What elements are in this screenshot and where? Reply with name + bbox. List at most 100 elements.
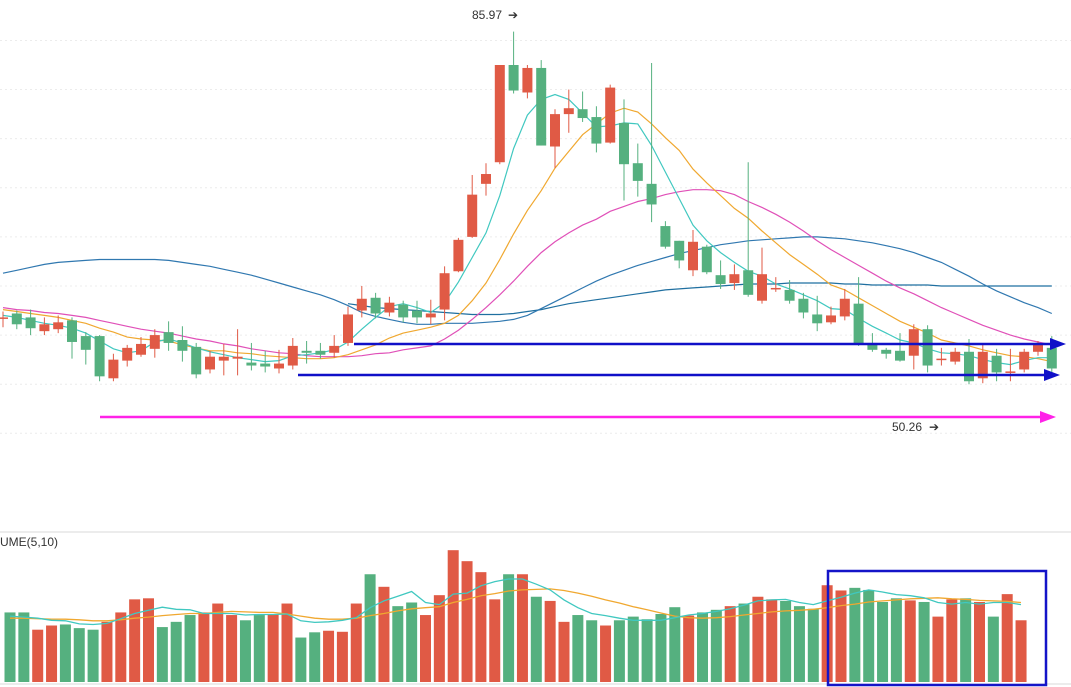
candle	[826, 306, 836, 325]
candle	[398, 300, 409, 323]
candle-body	[39, 324, 50, 332]
candle	[356, 285, 367, 318]
candle-body	[757, 274, 767, 301]
high-price-arrow: ➔	[508, 8, 518, 22]
candle-body	[370, 297, 381, 314]
volume-indicator-label: UME(5,10)	[0, 535, 58, 549]
volume-bars	[4, 550, 1027, 682]
volume-bar	[807, 608, 819, 682]
candle-body	[412, 310, 422, 318]
candle	[715, 260, 726, 289]
candle-body	[591, 117, 602, 144]
candle	[384, 296, 395, 317]
volume-bar	[572, 615, 584, 682]
candle	[39, 317, 50, 336]
candle-body	[632, 163, 643, 181]
price-grid	[0, 39, 1071, 434]
volume-bar	[530, 596, 542, 682]
candle-body	[80, 336, 91, 350]
candle-body	[329, 345, 340, 353]
volume-bar	[73, 628, 85, 682]
candle-body	[715, 275, 726, 285]
candle-body	[398, 304, 409, 318]
candle-body	[977, 351, 988, 379]
volume-bar	[32, 629, 44, 682]
volume-bar	[793, 606, 805, 682]
volume-bar	[1015, 620, 1027, 682]
volume-bar	[863, 589, 875, 682]
candle	[729, 264, 740, 290]
volume-bar	[516, 574, 528, 682]
candle	[853, 277, 864, 346]
candle-body	[701, 246, 712, 273]
candle	[950, 347, 961, 365]
volume-bar	[946, 599, 958, 682]
candle-body	[274, 363, 284, 369]
candle	[522, 65, 533, 99]
support-line-arrowhead	[1040, 411, 1056, 423]
candle-body	[94, 336, 105, 377]
candle	[218, 343, 229, 376]
volume-bar	[738, 603, 750, 682]
candle-body	[770, 287, 781, 290]
volume-bar	[46, 625, 58, 682]
volume-bar	[129, 599, 141, 682]
candle	[563, 89, 574, 133]
candle	[205, 350, 215, 374]
volume-bar	[974, 601, 985, 682]
volume-bar	[115, 612, 127, 682]
candle-body	[384, 302, 395, 313]
candle	[370, 292, 381, 319]
resistance-line-lower	[298, 369, 1060, 381]
candle-body	[315, 350, 326, 355]
volume-bar	[641, 619, 653, 682]
volume-bar	[1001, 594, 1013, 682]
volume-bar	[4, 612, 16, 682]
volume-bar	[433, 595, 445, 682]
candle	[453, 237, 464, 273]
candle	[591, 106, 602, 153]
candle-body	[1046, 347, 1057, 369]
candle	[839, 288, 850, 321]
candle	[425, 299, 436, 325]
candle-body	[922, 329, 933, 366]
volume-ma10-line	[10, 588, 1022, 622]
volume-bar	[683, 615, 695, 682]
volume-bar	[323, 630, 335, 682]
volume-bar	[87, 629, 99, 682]
candle-body	[550, 114, 560, 147]
candle	[25, 309, 36, 336]
candle-body	[853, 303, 864, 345]
candle-body	[11, 313, 22, 325]
candle	[660, 221, 671, 249]
candle	[701, 244, 712, 275]
candle-body	[177, 340, 188, 351]
candle-body	[205, 356, 215, 370]
volume-bar	[281, 603, 293, 682]
volume-bar	[336, 631, 348, 682]
candle	[301, 340, 312, 364]
candle	[908, 324, 919, 370]
volume-bar	[309, 632, 321, 682]
volume-ma-lines	[9, 578, 1022, 626]
volume-bar	[932, 616, 944, 682]
candle	[757, 247, 767, 304]
candle-body	[563, 108, 574, 115]
candle	[94, 335, 105, 382]
candle-body	[839, 298, 850, 317]
candle-body	[577, 109, 588, 119]
volume-bar	[420, 615, 431, 682]
candle-body	[246, 362, 257, 366]
volume-bar	[503, 574, 515, 682]
volume-bar	[475, 572, 487, 682]
high-price-label: 85.97	[472, 8, 502, 22]
candle	[412, 300, 422, 324]
candle-body	[439, 273, 450, 310]
candle-body	[798, 298, 809, 313]
candle-body	[343, 314, 353, 343]
candle	[964, 339, 974, 385]
candle-body	[453, 239, 464, 272]
volume-bar	[267, 614, 279, 682]
candle-body	[25, 317, 36, 329]
